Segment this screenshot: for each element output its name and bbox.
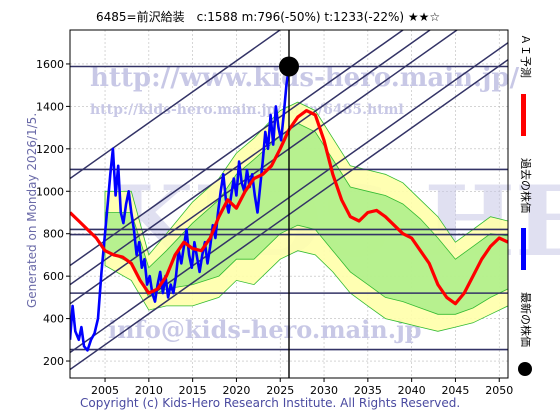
x-tick-label: 2020 [222, 384, 250, 397]
watermark-url: http://www.kids-hero.main.jp/ [90, 63, 520, 93]
plot-area: KIDS HERO http://www.kids-hero.main.jp/ … [69, 29, 560, 379]
x-tick-label: 2030 [310, 384, 338, 397]
legend-item-history: 過去の株価 [519, 158, 533, 270]
legend-label-latest: 最新の株価 [519, 292, 533, 347]
y-tick-label: 400 [43, 313, 64, 326]
x-tick-label: 2015 [179, 384, 207, 397]
y-axis-ticks: 200 400 600 800 1000 1200 1400 1600 [36, 58, 70, 368]
x-tick-label: 2050 [485, 384, 513, 397]
x-axis-ticks: 2005 2010 2015 2020 2025 2030 2035 2040 2045 2050 [91, 378, 513, 397]
x-tick-label: 2035 [354, 384, 382, 397]
latest-price-marker [279, 56, 299, 77]
x-tick-label: 2045 [441, 384, 469, 397]
x-tick-label: 2010 [135, 384, 163, 397]
channel-line [70, 30, 282, 180]
legend-label-history: 過去の株価 [519, 158, 533, 213]
legend-item-latest: 最新の株価 [518, 292, 533, 376]
generated-date-label: Generated on Monday 2026/1/5. [25, 113, 39, 308]
watermark-mail: info@kids-hero.main.jp [108, 315, 422, 344]
y-tick-label: 800 [43, 228, 64, 241]
x-tick-label: 2005 [91, 384, 119, 397]
legend-swatch-latest [518, 362, 532, 376]
legend-item-forecast: ＡＩ予測 [519, 34, 533, 136]
legend-label-forecast: ＡＩ予測 [519, 34, 533, 78]
y-tick-label: 1600 [36, 58, 64, 71]
watermark-url-sub: http://kids-hero.main.jp/code/6485.html [90, 102, 404, 118]
plot-border [69, 29, 509, 379]
y-tick-label: 1400 [36, 100, 64, 113]
x-tick-label: 2025 [266, 384, 294, 397]
x-tick-label: 2040 [398, 384, 426, 397]
legend-swatch-history [521, 228, 526, 270]
y-tick-label: 1200 [36, 143, 64, 156]
legend-swatch-forecast [521, 94, 526, 136]
history-series-line [70, 66, 291, 352]
legend: ＡＩ予測 過去の株価 最新の株価 [518, 34, 533, 376]
copyright-notice: Copyright (c) Kids-Hero Research Institu… [80, 396, 460, 410]
y-tick-label: 1000 [36, 185, 64, 198]
y-tick-label: 200 [43, 355, 64, 368]
y-tick-label: 600 [43, 270, 64, 283]
chart-title: 6485=前沢給装 c:1588 m:796(-50%) t:1233(-22%… [96, 9, 440, 24]
